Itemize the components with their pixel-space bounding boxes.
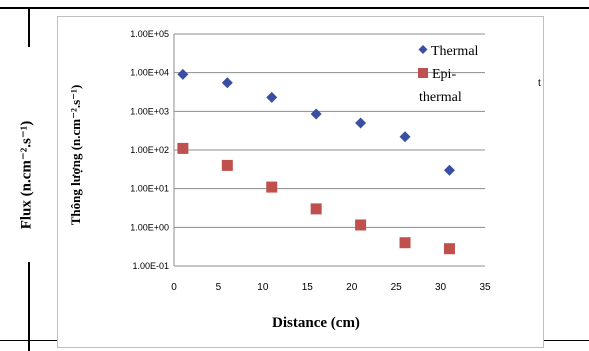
thermal-point-6 [443,164,455,176]
epithermal-point-0 [177,142,189,154]
x-tick-label-3: 15 [302,282,314,293]
legend-item-epithermal: Epi-thermal [418,67,462,105]
thermal-point-4 [355,117,367,129]
y-tick-label-6: 1.00E+05 [130,29,169,39]
thermal-point-2 [266,91,278,103]
epithermal-point-2 [266,181,278,193]
y-tick-labels: 1.00E-01 1.00E+00 1.00E+01 1.00E+02 1.00E+03… [130,29,169,271]
legend-marker-epithermal [418,68,428,78]
x-tick-label-6: 30 [435,282,447,293]
data-points [177,68,455,255]
thermal-point-3 [310,108,322,120]
y-tick-label-1: 1.00E+00 [130,222,169,232]
y-tick-label-0: 1.00E-01 [132,261,169,271]
grid-layer [174,33,485,228]
chart-panel: 1.00E-01 1.00E+00 1.00E+01 1.00E+02 1.00E+03… [57,16,544,348]
top-rule [0,7,589,9]
thermal-point-1 [221,77,233,89]
legend-marker-thermal [418,45,428,54]
thermal-point-5 [399,131,411,143]
stray-text: t [538,78,541,89]
outer-y-axis-label-text: Flux (n.cm⁻².s⁻¹) [18,120,35,230]
x-tick-label-1: 5 [216,282,222,293]
legend: Thermal Epi-thermal [418,44,479,105]
y-axis-label: Thông lượng (n.cm⁻².s⁻¹) [68,85,83,226]
legend-label-epithermal-line2: thermal [419,90,462,105]
flux-scatter-chart: 1.00E-01 1.00E+00 1.00E+01 1.00E+02 1.00E+03… [68,29,491,331]
epithermal-point-4 [355,219,367,231]
y-tick-label-4: 1.00E+03 [130,106,169,116]
x-tick-label-0: 0 [171,282,177,293]
left-rule-bottom [28,262,30,351]
x-tick-label-7: 35 [479,282,491,293]
x-tick-label-4: 20 [346,282,358,293]
epithermal-point-6 [443,243,455,255]
legend-label-thermal: Thermal [431,44,479,59]
x-tick-label-2: 10 [257,282,269,293]
outer-y-axis-label: Flux (n.cm⁻².s⁻¹) [6,60,46,290]
axis-layer [173,34,485,267]
x-axis-label: Distance (cm) [272,315,360,331]
y-tick-label-3: 1.00E+02 [130,145,169,155]
legend-item-thermal: Thermal [418,44,479,59]
epithermal-point-5 [399,237,411,249]
y-tick-label-5: 1.00E+04 [130,68,169,78]
left-rule-top [28,9,30,47]
legend-label-epithermal-line1: Epi- [432,67,456,82]
epithermal-point-3 [310,203,322,215]
epithermal-point-1 [221,159,233,171]
x-tick-label-5: 25 [391,282,403,293]
thermal-point-0 [177,68,189,80]
y-tick-label-2: 1.00E+01 [130,184,169,194]
x-tick-labels: 0 5 10 15 20 25 30 35 [171,282,491,293]
